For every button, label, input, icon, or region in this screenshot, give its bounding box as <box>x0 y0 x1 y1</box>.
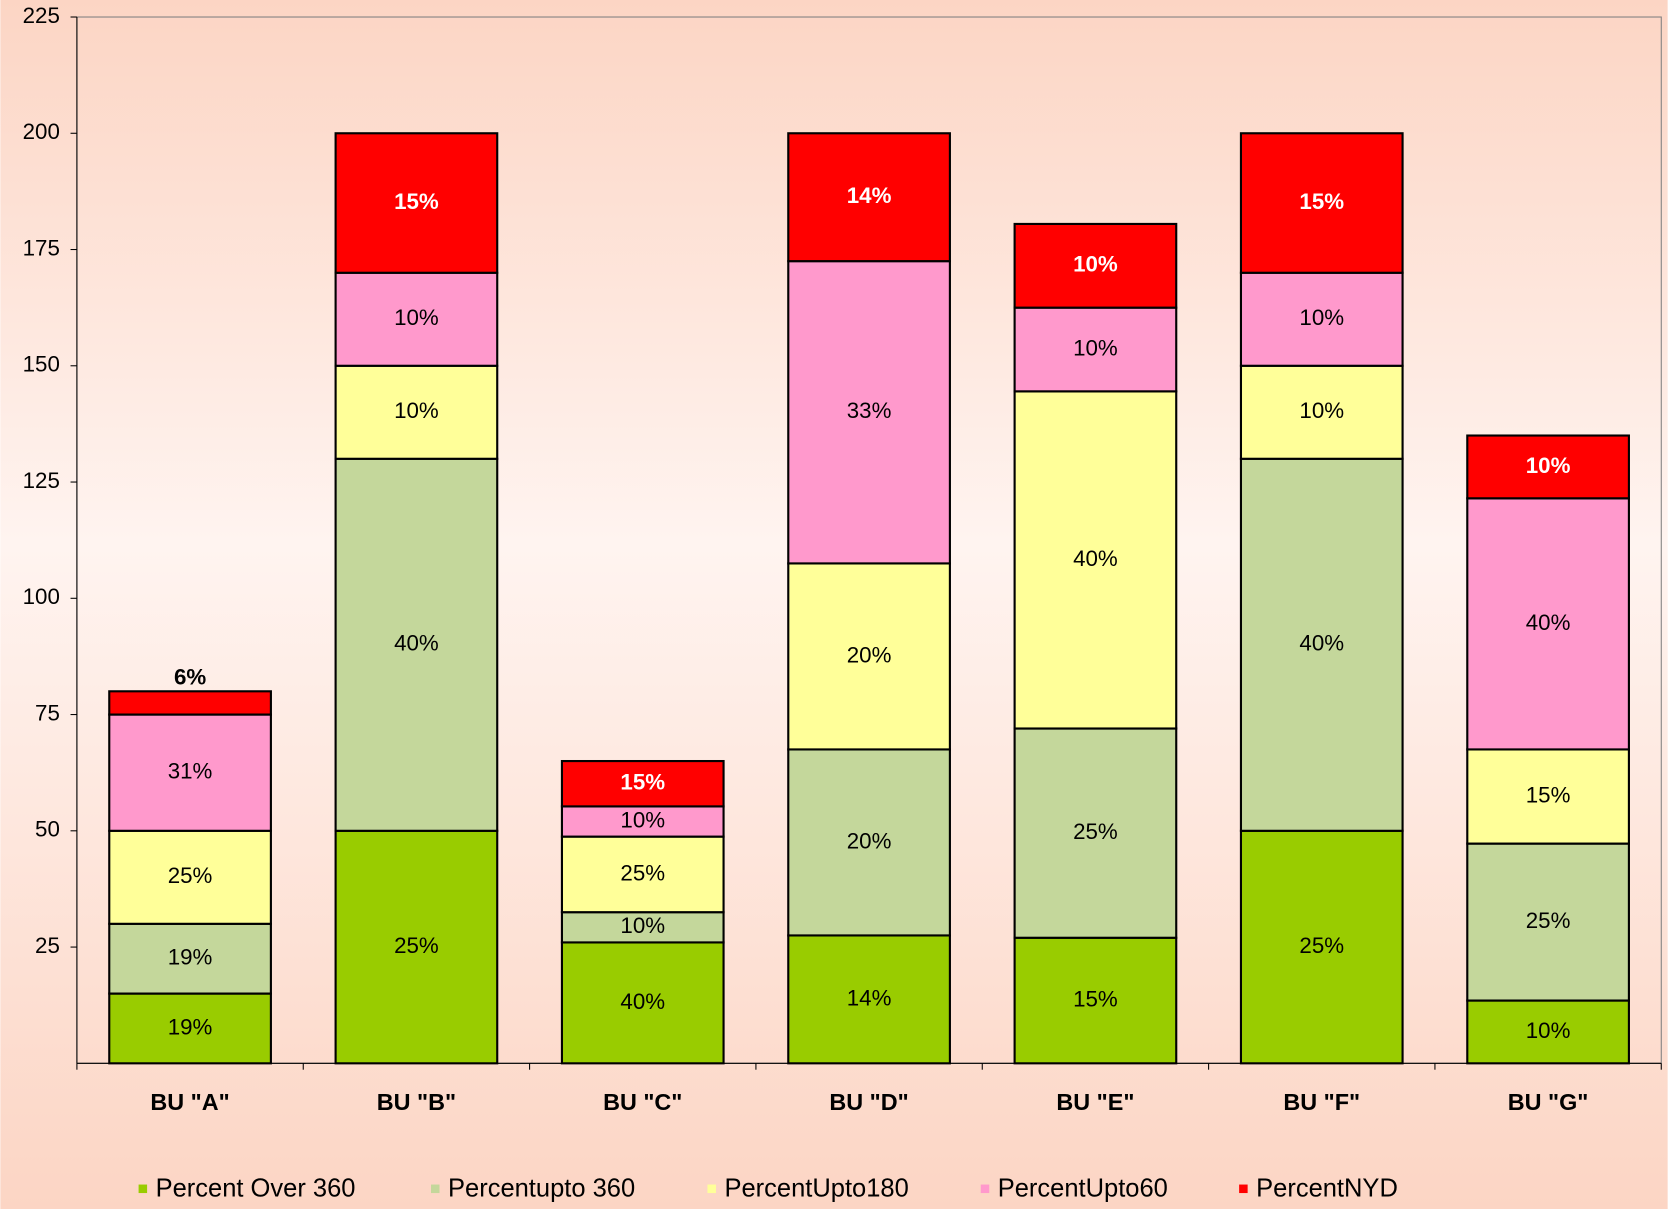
data-label: 10% <box>1073 335 1118 360</box>
bar-segment <box>1466 497 1630 751</box>
y-tick-label: 150 <box>23 352 60 377</box>
bar-segment <box>108 690 272 716</box>
data-label: 14% <box>847 183 892 208</box>
data-label: 15% <box>1299 189 1344 214</box>
data-label: 31% <box>168 759 213 784</box>
bar-segment <box>787 934 951 1065</box>
legend-swatch <box>707 1184 716 1194</box>
data-label: 25% <box>1073 819 1118 844</box>
legend-label: Percent Over 360 <box>156 1175 356 1203</box>
bar-segment <box>1239 364 1404 460</box>
x-tick-label: BU "E" <box>1056 1089 1134 1115</box>
data-label: 25% <box>168 863 213 888</box>
data-label: 10% <box>620 807 665 832</box>
bar-segment <box>560 835 725 914</box>
data-label: 10% <box>1526 453 1571 478</box>
data-label: 15% <box>1073 986 1118 1011</box>
x-tick-label: BU "D" <box>829 1089 908 1115</box>
bar-segment <box>108 922 272 995</box>
bar-segment <box>560 911 725 944</box>
data-label: 6% <box>174 664 206 689</box>
data-label: 14% <box>847 985 892 1010</box>
bar-segment <box>1466 842 1630 1002</box>
y-tick-label: 200 <box>23 119 60 144</box>
legend-label: PercentUpto180 <box>724 1175 908 1203</box>
data-label: 40% <box>1073 546 1118 571</box>
legend-swatch <box>431 1184 440 1194</box>
data-label: 19% <box>168 1014 213 1039</box>
y-tick-label: 75 <box>35 700 60 725</box>
data-label: 15% <box>620 770 665 795</box>
bar-segment <box>334 132 499 274</box>
data-label: 33% <box>847 398 892 423</box>
bar-segment <box>1239 457 1404 832</box>
data-label: 20% <box>847 828 892 853</box>
legend-swatch <box>980 1184 990 1194</box>
data-label: 10% <box>1299 398 1344 423</box>
data-label: 19% <box>168 945 213 970</box>
data-label: 10% <box>1299 305 1344 330</box>
bar-segment <box>334 364 499 460</box>
bar-segment <box>1013 222 1178 309</box>
bar-segment <box>108 713 272 832</box>
data-label: 40% <box>1526 610 1571 635</box>
data-label: 15% <box>394 189 439 214</box>
bar-segment <box>334 829 499 1065</box>
legend-label: PercentNYD <box>1256 1175 1398 1203</box>
data-label: 25% <box>1299 933 1344 958</box>
y-tick-label: 175 <box>23 235 60 260</box>
x-tick-label: BU "G" <box>1508 1089 1589 1115</box>
bar-segment <box>1239 829 1404 1065</box>
data-label: 40% <box>620 989 665 1014</box>
legend-label: PercentUpto60 <box>998 1175 1168 1203</box>
data-label: 40% <box>394 631 439 656</box>
data-label: 10% <box>1526 1018 1571 1043</box>
data-label: 10% <box>1073 252 1118 277</box>
legend-label: Percentupto 360 <box>448 1175 635 1203</box>
y-tick-label: 100 <box>23 584 60 609</box>
y-tick-label: 225 <box>23 3 60 28</box>
x-tick-label: BU "C" <box>603 1089 682 1115</box>
bar-segment <box>560 941 725 1065</box>
bar-segment <box>1466 434 1630 500</box>
y-tick-label: 125 <box>23 468 60 493</box>
bar-segment <box>787 260 951 565</box>
data-label: 25% <box>1526 908 1571 933</box>
y-tick-label: 25 <box>35 933 60 958</box>
data-label: 10% <box>620 913 665 938</box>
data-label: 10% <box>394 305 439 330</box>
legend-swatch <box>138 1184 148 1194</box>
data-label: 25% <box>394 933 439 958</box>
x-tick-label: BU "A" <box>150 1089 229 1115</box>
data-label: 25% <box>620 860 665 885</box>
x-tick-label: BU "B" <box>377 1089 456 1115</box>
data-label: 10% <box>394 398 439 423</box>
bar-segment <box>787 562 951 751</box>
bar-segment <box>1466 999 1630 1065</box>
data-label: 15% <box>1526 782 1571 807</box>
bar-segment <box>1239 271 1404 367</box>
bar-segment <box>1013 390 1178 730</box>
bar-segment <box>787 748 951 937</box>
y-tick-label: 50 <box>35 817 60 842</box>
bar-segment <box>108 829 272 925</box>
bar-segment <box>1239 132 1404 274</box>
bar-segment <box>560 759 725 808</box>
data-label: 20% <box>847 642 892 667</box>
bar-segment <box>334 457 499 832</box>
x-tick-label: BU "F" <box>1283 1089 1360 1115</box>
bar-segment <box>108 992 272 1065</box>
bar-segment <box>1013 727 1178 939</box>
legend-swatch <box>1239 1184 1248 1194</box>
bar-segment <box>787 132 951 263</box>
data-label: 40% <box>1299 631 1344 656</box>
